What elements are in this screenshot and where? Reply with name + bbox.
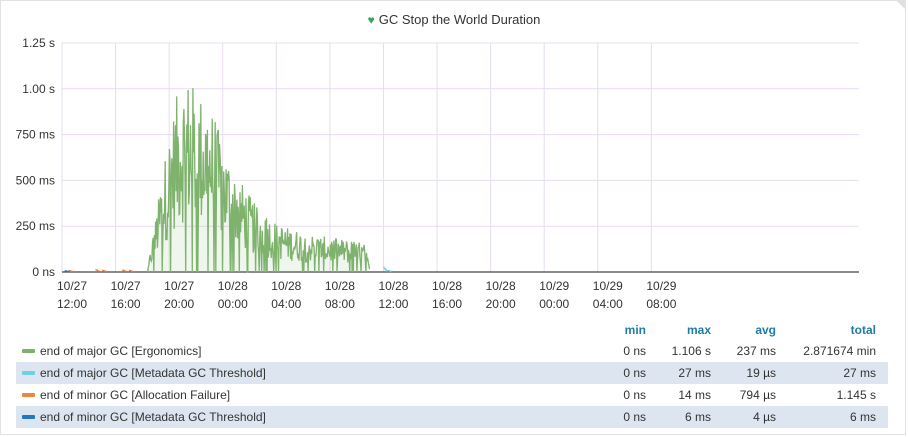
series-point-2[interactable] — [95, 268, 100, 273]
legend-avg-value: 794 µs — [739, 388, 776, 402]
x-tick-time: 08:00 — [646, 297, 676, 311]
series-point-2[interactable] — [128, 269, 134, 273]
legend-color-swatch[interactable] — [22, 349, 35, 353]
legend-series-label[interactable]: end of minor GC [Allocation Failure] — [40, 388, 231, 402]
legend-total-value: 6 ms — [849, 410, 876, 424]
x-tick-time: 12:00 — [378, 297, 408, 311]
legend-max-value: 27 ms — [678, 366, 711, 380]
legend-series-label[interactable]: end of major GC [Metadata GC Threshold] — [40, 366, 266, 380]
legend-total-value: 27 ms — [843, 366, 876, 380]
x-tick-date: 10/28 — [271, 279, 301, 293]
legend-avg-value: 19 µs — [746, 366, 776, 380]
x-tick-time: 12:00 — [57, 297, 87, 311]
x-tick-time: 20:00 — [486, 297, 516, 311]
legend-row[interactable]: end of minor GC [Metadata GC Threshold] 0… — [16, 406, 888, 428]
x-tick-time: 20:00 — [164, 297, 194, 311]
x-tick-time: 16:00 — [111, 297, 141, 311]
legend-max-value: 6 ms — [684, 410, 711, 424]
x-tick-date: 10/28 — [486, 279, 516, 293]
legend-header-max[interactable]: max — [686, 323, 711, 337]
legend-min-value: 0 ns — [623, 410, 646, 424]
legend-min-value: 0 ns — [623, 366, 646, 380]
x-tick-time: 00:00 — [218, 297, 248, 311]
legend-row[interactable]: end of minor GC [Allocation Failure] 0 ns… — [16, 384, 888, 406]
x-tick-date: 10/29 — [539, 279, 569, 293]
x-tick-date: 10/28 — [432, 279, 462, 293]
legend-header: min max avg total — [16, 320, 888, 340]
legend-color-swatch[interactable] — [22, 393, 35, 397]
series-point-1[interactable] — [382, 266, 389, 273]
panel-title[interactable]: ♥ GC Stop the World Duration — [1, 12, 907, 27]
y-tick-label: 1.25 s — [22, 36, 55, 50]
x-tick-date: 10/29 — [593, 279, 623, 293]
legend-avg-value: 237 ms — [736, 344, 776, 358]
series-point-3[interactable] — [64, 270, 69, 273]
legend-header-avg[interactable]: avg — [755, 323, 776, 337]
x-tick-date: 10/28 — [325, 279, 355, 293]
x-tick-date: 10/27 — [57, 279, 87, 293]
panel-corner-indicator[interactable] — [897, 1, 905, 9]
x-tick-date: 10/29 — [646, 279, 676, 293]
y-tick-label: 1.00 s — [22, 82, 55, 96]
series-point-2[interactable] — [101, 269, 107, 273]
x-tick-time: 04:00 — [271, 297, 301, 311]
legend-total-value: 2.871674 min — [803, 344, 876, 358]
x-tick-date: 10/27 — [164, 279, 194, 293]
x-tick-date: 10/28 — [218, 279, 248, 293]
legend-header-min[interactable]: min — [624, 323, 646, 337]
y-tick-label: 250 ms — [16, 219, 55, 233]
legend-max-value: 14 ms — [678, 388, 711, 402]
heart-icon: ♥ — [367, 13, 375, 27]
legend-row[interactable]: end of major GC [Ergonomics] 0 ns 1.106 s 2… — [16, 340, 888, 362]
legend-color-swatch[interactable] — [22, 415, 35, 419]
series-line-0[interactable] — [147, 88, 371, 273]
series-area-0 — [147, 88, 371, 272]
panel-title-text: GC Stop the World Duration — [378, 12, 541, 27]
x-tick-date: 10/28 — [378, 279, 408, 293]
legend-min-value: 0 ns — [623, 344, 646, 358]
x-tick-date: 10/27 — [111, 279, 141, 293]
y-tick-label: 500 ms — [16, 173, 55, 187]
legend-series-label[interactable]: end of minor GC [Metadata GC Threshold] — [40, 410, 266, 424]
x-tick-time: 00:00 — [539, 297, 569, 311]
legend-series-label[interactable]: end of major GC [Ergonomics] — [40, 344, 202, 358]
series-point-1[interactable] — [387, 269, 392, 273]
legend-table: min max avg total end of major GC [Ergon… — [16, 320, 888, 428]
series-point-2[interactable] — [121, 269, 127, 273]
legend-total-value: 1.145 s — [836, 388, 876, 402]
x-tick-time: 08:00 — [325, 297, 355, 311]
legend-row[interactable]: end of major GC [Metadata GC Threshold] 0… — [16, 362, 888, 384]
legend-avg-value: 4 µs — [753, 410, 776, 424]
y-tick-label: 750 ms — [16, 128, 55, 142]
legend-color-swatch[interactable] — [22, 371, 35, 375]
y-tick-label: 0 ns — [32, 265, 55, 279]
legend-max-value: 1.106 s — [671, 344, 711, 358]
legend-min-value: 0 ns — [623, 388, 646, 402]
x-tick-time: 16:00 — [432, 297, 462, 311]
x-tick-time: 04:00 — [593, 297, 623, 311]
legend-header-total[interactable]: total — [850, 323, 876, 337]
series-point-2[interactable] — [68, 269, 73, 273]
